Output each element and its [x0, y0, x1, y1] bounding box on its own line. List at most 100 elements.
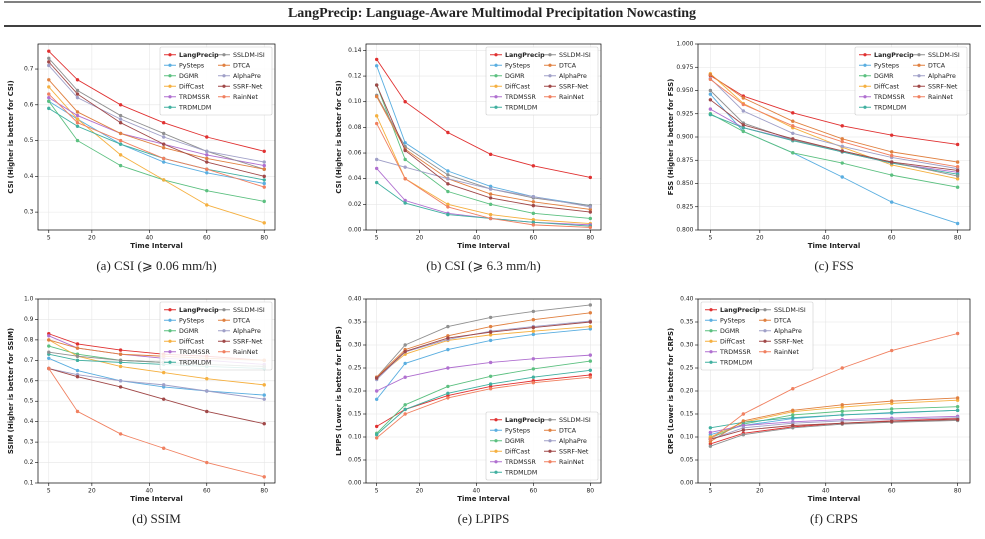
point: [588, 311, 593, 315]
point: [161, 446, 166, 450]
x-tick-label: 40: [473, 235, 481, 242]
legend-label: RainNet: [928, 94, 953, 101]
legend-label: PySteps: [505, 62, 530, 69]
point: [840, 161, 844, 165]
legend-label: SSRF-Net: [559, 448, 589, 455]
legend-label: TRDMLDM: [719, 359, 752, 366]
point: [262, 178, 266, 182]
y-axis-label: SSIM (Higher is better for SSIM): [7, 328, 15, 454]
series-line: [48, 65, 265, 163]
legend-marker: [494, 428, 498, 432]
x-axis-label: Time Interval: [130, 495, 182, 503]
legend-label: DGMR: [720, 328, 740, 335]
point: [161, 160, 166, 164]
series-line: [48, 93, 265, 188]
point: [531, 200, 536, 204]
y-tick-label: 0.40: [680, 296, 694, 303]
point: [741, 126, 746, 130]
series-line: [710, 333, 958, 440]
point: [488, 187, 493, 191]
point: [374, 436, 379, 440]
point: [403, 343, 407, 347]
point: [403, 176, 407, 181]
series-line: [710, 419, 958, 440]
legend-marker: [494, 74, 498, 78]
point: [488, 382, 493, 386]
x-tick-label: 20: [416, 488, 424, 495]
legend-box: [159, 301, 273, 371]
point: [205, 377, 209, 381]
legend-marker: [863, 74, 867, 78]
legend-label: SSLDM-ISI: [559, 417, 591, 424]
point: [446, 173, 450, 177]
point: [262, 149, 266, 154]
point: [741, 102, 746, 107]
point: [889, 419, 894, 424]
x-axis-label: Time Interval: [457, 495, 509, 503]
legend-label: TRDMLDM: [178, 104, 211, 111]
legend-marker: [548, 63, 552, 67]
y-tick-label: 0.5: [24, 137, 34, 144]
y-tick-label: 0.4: [24, 418, 34, 425]
legend-marker: [548, 428, 552, 432]
point: [205, 171, 209, 175]
series-line: [376, 312, 591, 378]
legend-marker: [917, 84, 921, 88]
legend-box: [854, 46, 968, 116]
legend-label: PySteps: [874, 62, 899, 69]
x-tick-label: 20: [416, 235, 424, 242]
x-tick-label: 80: [586, 235, 594, 242]
legend-marker: [863, 95, 867, 99]
point: [588, 359, 593, 363]
point: [262, 383, 266, 387]
point: [205, 188, 209, 193]
y-tick-label: 0.875: [676, 157, 693, 164]
point: [47, 60, 51, 64]
point: [75, 88, 80, 93]
legend-marker: [494, 439, 498, 443]
point: [531, 223, 536, 227]
legend-label: RainNet: [559, 94, 584, 101]
legend-marker: [548, 449, 552, 453]
point: [161, 397, 166, 401]
point: [791, 124, 795, 128]
point: [262, 167, 266, 171]
series-line: [710, 114, 958, 175]
point: [446, 384, 450, 389]
point: [161, 146, 166, 150]
x-axis-label: Time Interval: [808, 242, 860, 250]
series-line: [710, 418, 958, 445]
legend-marker: [709, 308, 713, 312]
y-tick-label: 0.850: [676, 180, 693, 187]
series-line: [376, 360, 591, 434]
x-tick-label: 40: [145, 488, 153, 495]
plot-area: [374, 303, 593, 440]
legend-label: DiffCast: [179, 338, 204, 345]
legend-label: LangPrecip: [505, 52, 545, 59]
y-tick-label: 0.30: [348, 342, 362, 349]
point: [889, 150, 894, 154]
x-tick-label: 5: [47, 235, 51, 242]
point: [403, 165, 407, 169]
point: [840, 366, 844, 370]
point: [791, 137, 795, 141]
point: [161, 142, 166, 146]
point: [791, 423, 795, 428]
series-line: [48, 357, 265, 396]
point: [161, 178, 166, 182]
x-axis-label: Time Interval: [808, 495, 860, 503]
legend-marker: [168, 84, 172, 88]
legend-label: PySteps: [720, 317, 745, 324]
point: [75, 138, 80, 143]
point: [531, 357, 536, 361]
y-tick-label: 0.02: [348, 201, 362, 208]
point: [741, 412, 746, 416]
legend-marker: [763, 329, 767, 333]
point: [840, 137, 844, 141]
point: [840, 124, 844, 128]
series-line: [710, 397, 958, 442]
point: [262, 163, 266, 168]
point: [588, 205, 593, 209]
point: [840, 149, 844, 153]
legend-marker: [917, 63, 921, 67]
